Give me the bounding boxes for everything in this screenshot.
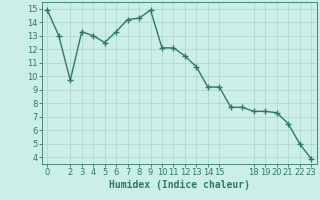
X-axis label: Humidex (Indice chaleur): Humidex (Indice chaleur)	[109, 180, 250, 190]
